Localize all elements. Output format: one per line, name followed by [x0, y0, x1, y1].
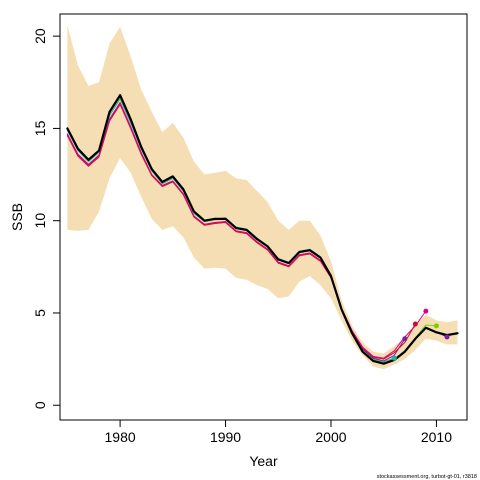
x-axis-title: Year: [249, 453, 278, 469]
confidence-band: [67, 25, 458, 370]
y-axis: 0 5 10 15 20: [32, 28, 60, 409]
x-tick-label-1990: 1990: [210, 429, 241, 445]
retro-end-point-1: [402, 336, 408, 342]
plot-frame: [59, 13, 468, 421]
confidence-band-area: [67, 25, 458, 370]
retro-line-3: [66, 103, 427, 359]
y-tick-label-0: 0: [32, 401, 48, 409]
y-tick-label-5: 5: [32, 309, 48, 317]
y-tick-label-15: 15: [32, 120, 48, 136]
retro-end-point-3: [423, 308, 429, 314]
retro-end-point-4: [433, 323, 439, 329]
y-tick-label-20: 20: [32, 28, 48, 44]
x-tick-label-2010: 2010: [421, 429, 452, 445]
retro-end-point-2: [412, 321, 418, 327]
retro-end-points: [391, 308, 450, 361]
x-tick-label-1980: 1980: [105, 429, 136, 445]
main-ssb-line: [66, 94, 459, 365]
y-axis-title: SSB: [9, 203, 25, 231]
x-tick-label-2000: 2000: [315, 429, 346, 445]
x-axis: 1980 1990 2000 2010: [105, 420, 452, 445]
series-lines: [66, 94, 459, 365]
y-tick-label-10: 10: [32, 213, 48, 229]
retro-end-point-5: [444, 334, 450, 340]
retro-end-point-0: [391, 355, 397, 361]
credit-text: stockassessment.org, turbot-gt-01, r3818: [377, 474, 477, 480]
